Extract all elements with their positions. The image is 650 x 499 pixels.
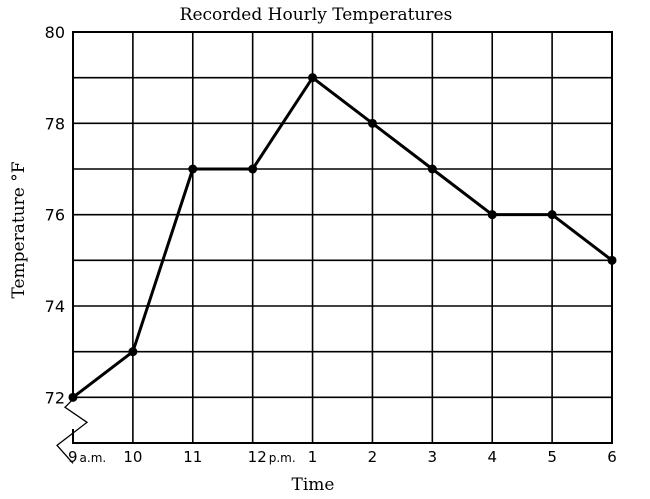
data-point (367, 118, 377, 128)
x-tick-label: 1 (308, 448, 318, 466)
y-tick-label: 78 (45, 114, 65, 133)
series-layer (68, 73, 617, 402)
y-tick-labels: 72 74 76 78 80 (45, 23, 65, 407)
x-tick-suffix: a.m. (80, 451, 107, 465)
x-tick-labels: 9 a.m. 10 11 12 p.m. 1 2 3 4 5 6 (68, 448, 617, 466)
data-point (308, 73, 318, 83)
y-tick-label: 76 (45, 206, 65, 225)
y-tick-label: 80 (45, 23, 65, 42)
x-tick-label: 11 (183, 448, 202, 466)
data-point (188, 164, 198, 174)
y-tick-label: 74 (45, 297, 65, 316)
x-axis-label: Time (292, 475, 335, 495)
axis-break (56, 398, 89, 464)
data-point (427, 164, 437, 174)
data-point (248, 164, 258, 174)
data-point (487, 210, 497, 220)
x-tick-suffix: p.m. (269, 451, 296, 465)
data-point (547, 210, 557, 220)
x-tick-label: 12 p.m. (248, 448, 296, 466)
chart-title: Recorded Hourly Temperatures (180, 5, 453, 25)
series-line (72, 76, 613, 399)
axis-break-gap (70, 401, 76, 429)
y-axis-label: Temperature °F (9, 161, 29, 298)
x-tick-label: 5 (547, 448, 557, 466)
data-point (607, 255, 617, 265)
x-tick-label: 4 (487, 448, 497, 466)
plot-grid (72, 31, 613, 444)
x-tick-label: 10 (123, 448, 142, 466)
y-tick-label: 72 (45, 388, 65, 407)
x-tick-label: 9 a.m. (68, 448, 106, 466)
data-point (128, 347, 138, 357)
x-tick-label: 2 (368, 448, 378, 466)
data-point (68, 392, 78, 402)
plot-frame (72, 31, 613, 444)
x-tick-label: 6 (607, 448, 617, 466)
x-tick-label: 3 (428, 448, 438, 466)
axis-break-zigzag (56, 398, 89, 464)
